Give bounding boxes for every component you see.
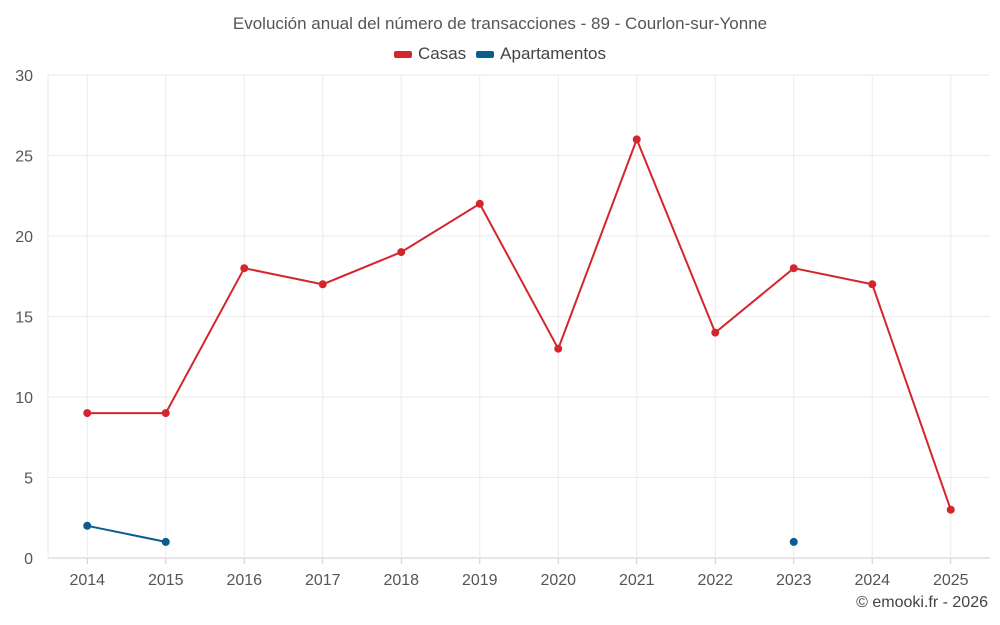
y-tick-label: 20 (15, 229, 33, 246)
data-point-apartamentos (789, 537, 798, 546)
y-tick-label: 10 (15, 390, 33, 407)
data-point-casas (554, 344, 563, 353)
data-point-casas (83, 409, 92, 418)
series-line-casas (87, 136, 952, 511)
x-tick-label: 2020 (540, 572, 576, 589)
x-tick-label: 2019 (462, 572, 498, 589)
legend: Casas Apartamentos (0, 44, 1000, 64)
data-point-apartamentos (83, 521, 92, 530)
data-point-casas (868, 280, 877, 289)
data-point-casas (711, 328, 720, 337)
x-tick-label: 2025 (933, 572, 969, 589)
x-tick-label: 2014 (69, 572, 105, 589)
chart-title: Evolución anual del número de transaccio… (232, 14, 768, 33)
y-tick-label: 5 (24, 471, 33, 488)
data-point-casas (632, 135, 641, 144)
data-point-casas (240, 264, 249, 273)
legend-item-apartamentos[interactable]: Apartamentos (476, 44, 606, 64)
x-tick-label: 2023 (776, 572, 812, 589)
data-point-casas (161, 409, 170, 418)
y-tick-label: 25 (15, 149, 33, 166)
x-tick-label: 2015 (148, 572, 184, 589)
legend-label-casas: Casas (417, 44, 467, 63)
y-tick-label: 0 (24, 551, 33, 568)
data-point-apartamentos (161, 537, 170, 546)
legend-label-apartamentos: Apartamentos (500, 44, 607, 63)
data-point-casas (789, 264, 798, 273)
series-line-apartamentos (87, 524, 166, 543)
x-tick-label: 2021 (619, 572, 655, 589)
y-tick-label: 30 (15, 68, 33, 85)
x-tick-label: 2018 (383, 572, 419, 589)
x-tick-label: 2016 (226, 572, 262, 589)
data-point-casas (946, 505, 955, 514)
legend-item-casas[interactable]: Casas (393, 44, 467, 64)
credit-text: © emooki.fr - 2026 (856, 594, 988, 611)
x-tick-label: 2017 (305, 572, 341, 589)
data-point-casas (475, 199, 484, 208)
legend-swatch-apartamentos (476, 50, 495, 58)
y-tick-label: 15 (15, 310, 33, 327)
x-tick-label: 2024 (854, 572, 890, 589)
data-point-casas (397, 248, 406, 257)
legend-swatch-casas (393, 50, 412, 58)
x-tick-label: 2022 (697, 572, 733, 589)
data-point-casas (318, 280, 327, 289)
